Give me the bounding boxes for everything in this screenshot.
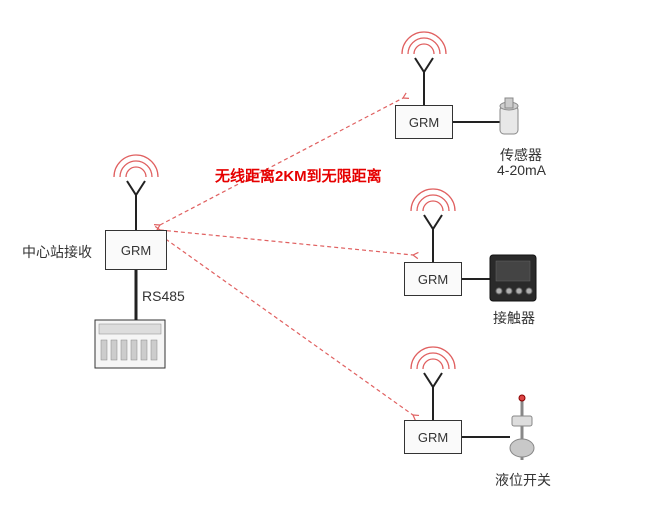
- sensor-grm-label: GRM: [409, 115, 439, 130]
- sensor-sublabel: 4-20mA: [497, 162, 546, 178]
- float-switch-label: 液位开关: [495, 470, 551, 490]
- rs485-label: RS485: [142, 288, 185, 304]
- diagram-overlay: [0, 0, 664, 506]
- center-grm-label: GRM: [121, 243, 151, 258]
- contactor-grm-box: GRM: [404, 262, 462, 296]
- sensor-grm-box: GRM: [395, 105, 453, 139]
- center-grm-box: GRM: [105, 230, 167, 270]
- contactor-label: 接触器: [493, 308, 535, 328]
- center-station-label: 中心站接收: [22, 242, 92, 262]
- float-switch-grm-box: GRM: [404, 420, 462, 454]
- contactor-grm-label: GRM: [418, 272, 448, 287]
- float-switch-grm-label: GRM: [418, 430, 448, 445]
- wireless-range-label: 无线距离2KM到无限距离: [215, 165, 382, 186]
